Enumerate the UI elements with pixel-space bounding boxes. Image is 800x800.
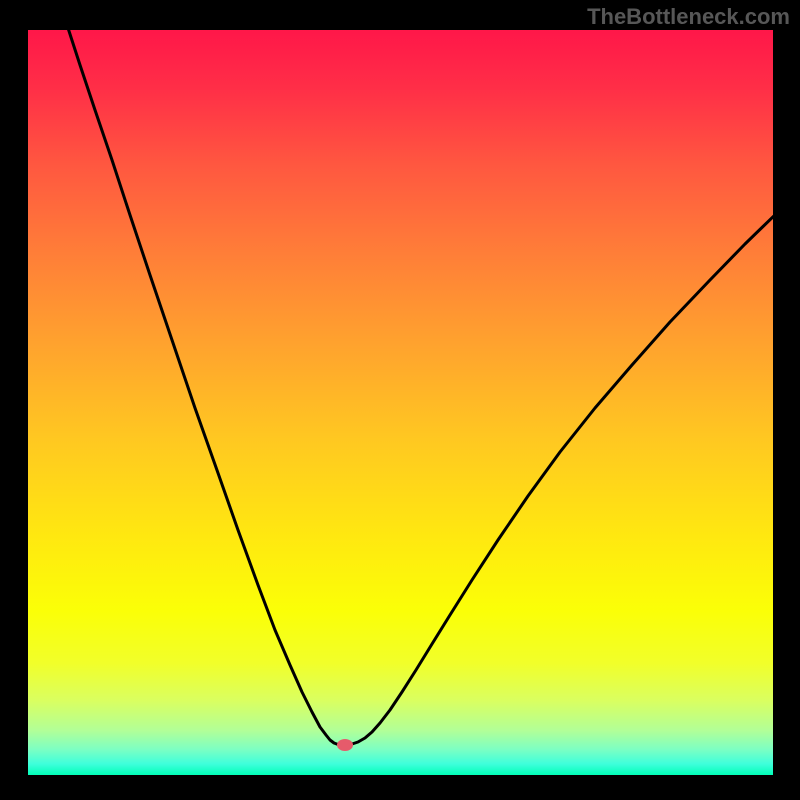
plot-area: [28, 30, 773, 775]
bottleneck-curve: [28, 30, 773, 775]
optimal-point-marker: [337, 739, 353, 751]
chart-container: TheBottleneck.com: [0, 0, 800, 800]
attribution-text: TheBottleneck.com: [587, 4, 790, 30]
